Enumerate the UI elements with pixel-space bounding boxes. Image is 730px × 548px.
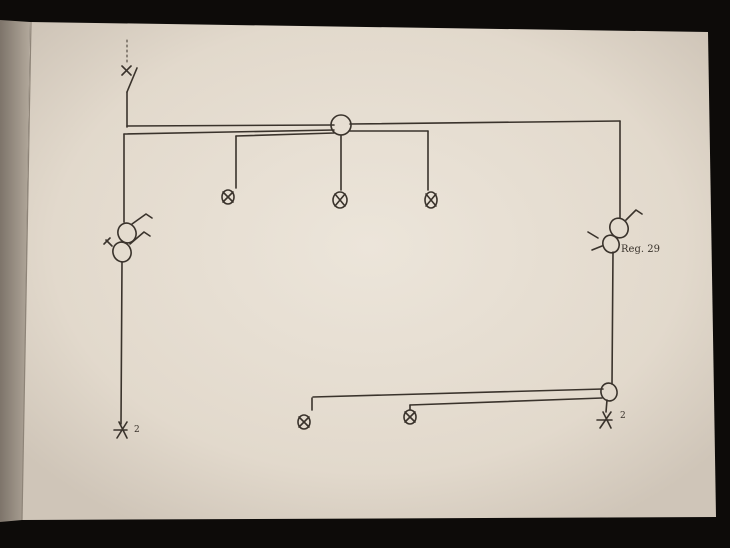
terminal-right: 2 (596, 411, 626, 429)
annotation-label: Reg. 29 (621, 244, 660, 255)
bottom-feeds (311, 388, 608, 413)
notebook-left-edge (0, 20, 30, 522)
right-riser (611, 120, 621, 385)
junction-box-bottom (600, 382, 618, 402)
switch-symbol (121, 39, 138, 128)
paper-fold-line (21, 21, 32, 521)
terminal-right-label: 2 (620, 411, 626, 421)
lamp-top-3 (424, 191, 438, 209)
left-riser (120, 133, 125, 425)
switch-left (103, 213, 153, 263)
main-busbar (123, 120, 621, 137)
lamp-top-2 (332, 191, 348, 209)
lamp-bottom-2 (403, 409, 417, 425)
lamp-drops-top (235, 130, 429, 191)
switch-right (587, 209, 643, 254)
lamp-top-1 (221, 189, 235, 205)
lamp-bottom-1 (297, 414, 311, 430)
terminal-left-label: 2 (134, 425, 140, 435)
paper-sheet (22, 22, 716, 520)
terminal-left: 2 (113, 421, 140, 439)
